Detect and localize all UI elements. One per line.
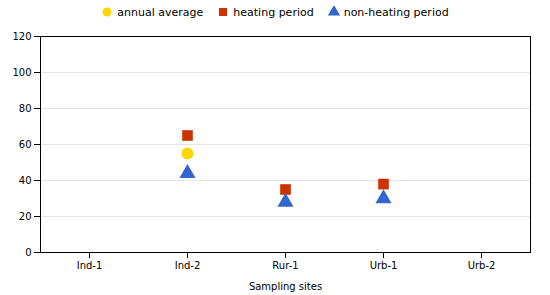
svg-text:20: 20 [19,211,32,222]
svg-text:100: 100 [12,67,31,78]
svg-text:Ind-1: Ind-1 [77,260,103,271]
svg-text:0: 0 [25,247,31,258]
svg-text:Rur-1: Rur-1 [272,260,298,271]
html-text:non-heating period: non-heating period [343,5,449,19]
svg-text:120: 120 [12,31,31,42]
svg-text:80: 80 [19,103,32,114]
svg-text:Urb-2: Urb-2 [468,260,496,271]
svg-text:Urb-1: Urb-1 [370,260,398,271]
svg-text:Ind-2: Ind-2 [175,260,201,271]
svg-text:60: 60 [19,139,32,150]
svg-text:Sampling sites: Sampling sites [249,281,322,292]
html-text:heating period: heating period [233,5,314,19]
svg-text:40: 40 [19,175,32,186]
html-text:annual average: annual average [117,5,204,19]
